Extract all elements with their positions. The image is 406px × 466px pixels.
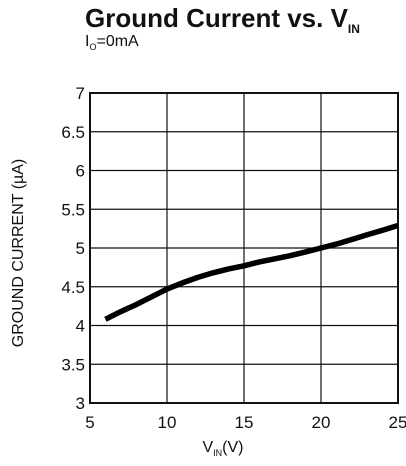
y-tick-label: 4 bbox=[76, 317, 85, 336]
plot-frame bbox=[89, 92, 399, 404]
x-tick-label: 5 bbox=[85, 413, 94, 432]
x-tick-label: 10 bbox=[158, 413, 177, 432]
y-tick-label: 3 bbox=[76, 394, 85, 413]
y-tick-label: 5 bbox=[76, 239, 85, 258]
y-tick-labels: 3 3.5 4 4.5 5 5.5 6 6.5 7 bbox=[61, 84, 85, 413]
x-tick-label: 20 bbox=[312, 413, 331, 432]
x-axis-label-suffix: (V) bbox=[222, 439, 243, 456]
y-tick-label: 5.5 bbox=[61, 200, 85, 219]
y-tick-label: 4.5 bbox=[61, 278, 85, 297]
x-axis-label: VIN(V) bbox=[203, 439, 244, 458]
grid bbox=[89, 92, 399, 404]
chart-title-main: Ground Current vs. V bbox=[85, 3, 349, 33]
chart-title-subscript: IN bbox=[348, 22, 360, 36]
x-axis-label-subscript: IN bbox=[213, 448, 222, 458]
chart-subtitle-subscript: O bbox=[89, 42, 96, 52]
y-axis-label: GROUND CURRENT (µA) bbox=[10, 159, 27, 347]
x-tick-label: 25 bbox=[389, 413, 406, 432]
chart-subtitle-main: I bbox=[85, 33, 89, 50]
series-line-0 bbox=[104, 222, 399, 322]
x-tick-labels: 5 10 15 20 25 bbox=[85, 413, 406, 432]
series-group bbox=[104, 222, 399, 322]
x-tick-label: 15 bbox=[235, 413, 254, 432]
y-tick-label: 6.5 bbox=[61, 123, 85, 142]
chart-title: Ground Current vs. VIN bbox=[85, 3, 360, 36]
y-tick-label: 6 bbox=[76, 162, 85, 181]
y-tick-label: 7 bbox=[76, 84, 85, 103]
y-tick-label: 3.5 bbox=[61, 355, 85, 374]
x-axis-label-main: V bbox=[203, 439, 214, 456]
chart-subtitle: IO=0mA bbox=[85, 33, 139, 52]
chart-subtitle-suffix: =0mA bbox=[96, 33, 139, 50]
